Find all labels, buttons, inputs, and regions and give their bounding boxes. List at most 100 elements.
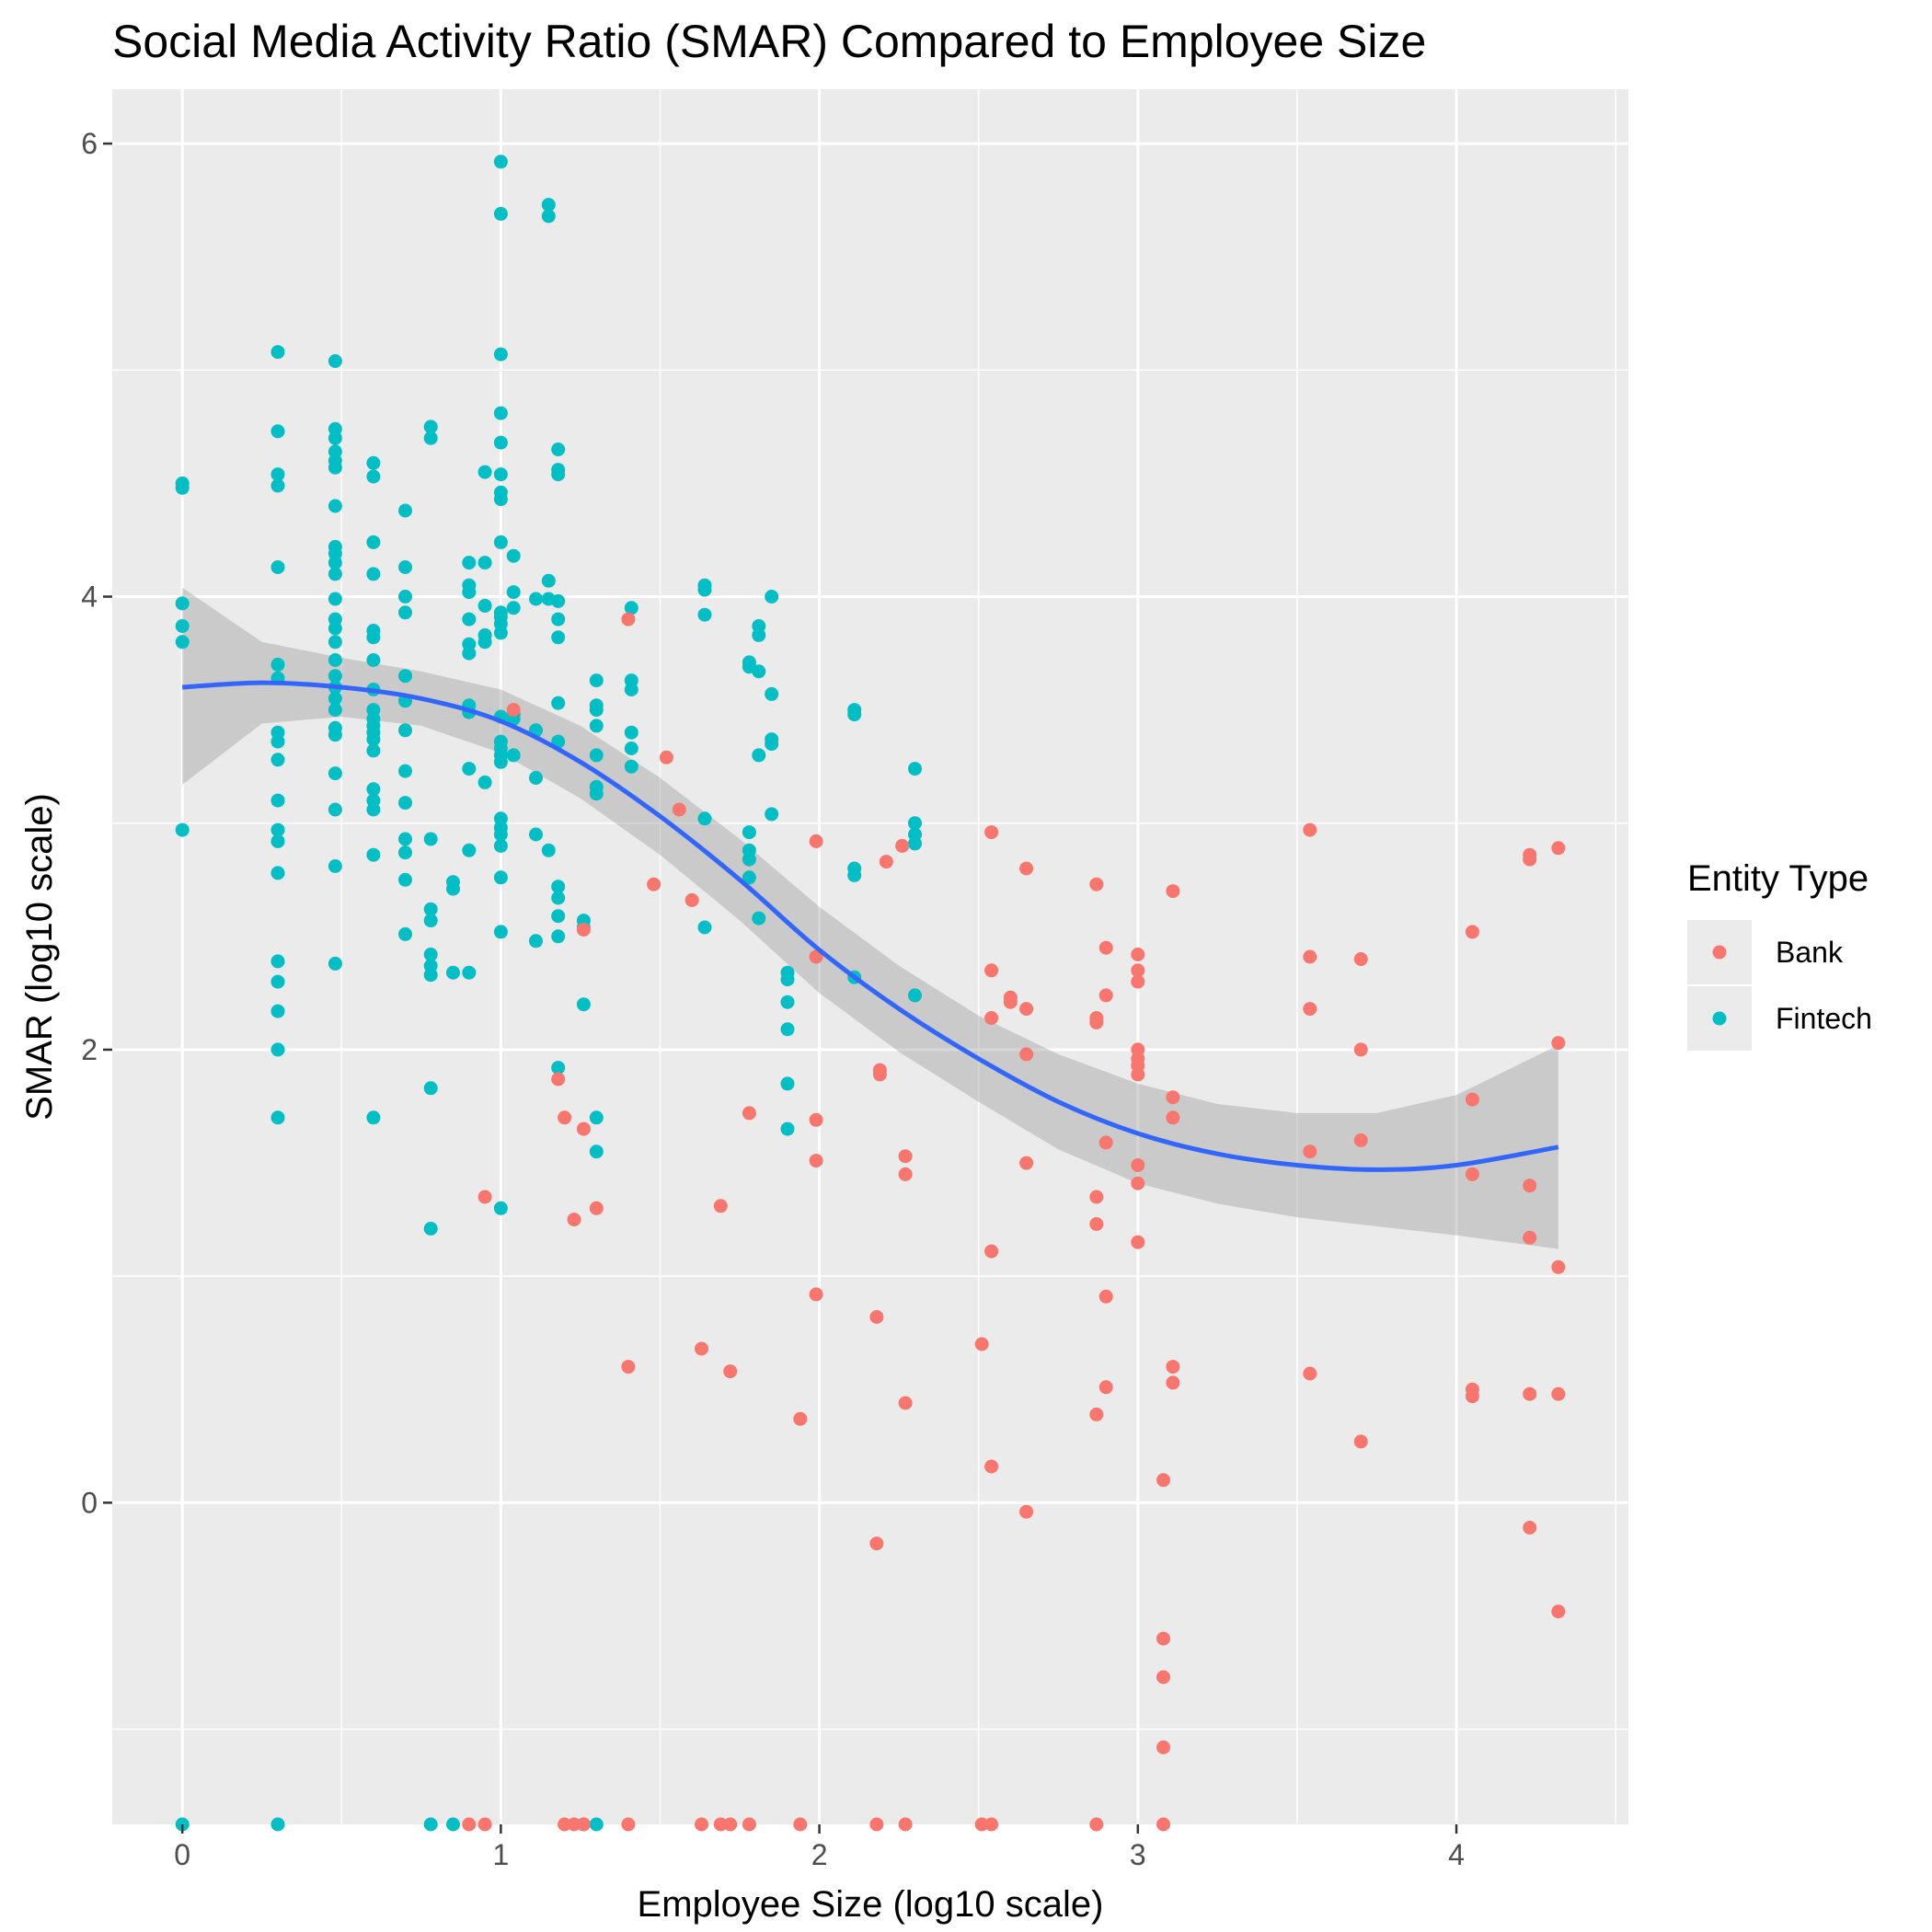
fintech-point: [175, 480, 190, 495]
fintech-point: [175, 635, 190, 650]
fintech-point: [270, 478, 285, 493]
bank-point: [879, 855, 893, 869]
fintech-point: [398, 560, 412, 574]
bank-point: [1089, 1190, 1104, 1204]
bank-point: [1551, 1259, 1566, 1274]
fintech-point: [366, 1110, 381, 1125]
bank-point: [621, 1817, 636, 1832]
fintech-point: [589, 703, 604, 718]
bank-point: [1098, 940, 1113, 955]
y-axis: 0 2 4 6: [81, 127, 112, 1519]
bank-point: [695, 1817, 708, 1832]
bank-point: [558, 1110, 572, 1125]
fintech-point: [175, 596, 190, 611]
bank-point: [477, 1190, 492, 1204]
smooth-trend-line: [182, 680, 1559, 1172]
bank-point: [1465, 1167, 1479, 1181]
bank-point: [984, 963, 999, 978]
bank-point: [1131, 963, 1145, 978]
legend-swatch-bank: [1712, 945, 1727, 960]
bank-point: [1303, 822, 1317, 837]
bank-point: [723, 1817, 738, 1832]
bank-point: [1156, 1631, 1170, 1646]
bank-point: [1089, 877, 1104, 891]
bank-point: [742, 1817, 756, 1832]
fintech-point: [551, 929, 566, 944]
bank-point: [809, 1287, 823, 1302]
bank-point: [1019, 1504, 1034, 1519]
fintech-point: [742, 825, 756, 840]
fintech-point: [328, 691, 342, 706]
fintech-point: [506, 748, 521, 763]
bank-point: [589, 1201, 604, 1215]
bank-point: [713, 1199, 728, 1213]
bank-point: [1019, 861, 1034, 876]
fintech-point: [589, 1817, 604, 1832]
fintech-point: [551, 593, 566, 608]
bank-point: [1303, 1366, 1317, 1381]
fintech-point: [551, 696, 566, 710]
fintech-point: [506, 585, 521, 600]
bank-point: [1353, 1042, 1368, 1057]
bank-point: [984, 1459, 999, 1474]
fintech-point: [328, 669, 342, 684]
fintech-point: [493, 925, 508, 939]
fintech-point: [477, 775, 492, 789]
points-layer: [175, 155, 1566, 1832]
fintech-point: [270, 1110, 285, 1125]
x-axis: 0 1 2 3 4: [174, 1824, 1465, 1871]
fintech-point: [328, 499, 342, 513]
fintech-point: [462, 556, 477, 570]
bank-point: [869, 1817, 884, 1832]
fintech-point: [752, 627, 766, 642]
bank-point: [713, 1817, 728, 1832]
bank-point: [723, 1364, 738, 1379]
fintech-point: [270, 424, 285, 439]
bank-point: [898, 1817, 913, 1832]
bank-point: [576, 1121, 591, 1136]
fintech-point: [328, 635, 342, 650]
fintech-point: [398, 832, 412, 846]
fintech-point: [765, 590, 779, 604]
fintech-point: [529, 827, 543, 842]
fintech-point: [477, 465, 492, 479]
fintech-point: [328, 802, 342, 817]
fintech-point: [780, 972, 795, 987]
grid-minor: [112, 89, 1628, 1824]
fintech-point: [366, 469, 381, 484]
bank-point: [1131, 974, 1145, 989]
fintech-point: [908, 762, 922, 776]
bank-point: [898, 1167, 913, 1181]
legend: Entity Type Bank Fintech: [1687, 858, 1872, 1051]
fintech-point: [366, 567, 381, 581]
fintech-point: [780, 1076, 795, 1091]
plot-panel: [112, 89, 1628, 1824]
bank-point: [809, 1154, 823, 1168]
bank-point: [1353, 1133, 1368, 1147]
bank-point: [1098, 1289, 1113, 1304]
bank-point: [809, 834, 823, 848]
confidence-band: [182, 587, 1558, 1249]
fintech-point: [175, 822, 190, 837]
fintech-point: [423, 902, 438, 916]
fintech-point: [328, 621, 342, 636]
fintech-point: [366, 743, 381, 758]
fintech-point: [752, 911, 766, 926]
fintech-point: [589, 1144, 604, 1159]
bank-point: [1523, 1521, 1537, 1535]
fintech-point: [366, 535, 381, 549]
bank-point: [809, 1112, 823, 1127]
fintech-point: [551, 612, 566, 627]
bank-point: [1166, 1090, 1180, 1105]
fintech-point: [551, 630, 566, 645]
fintech-point: [551, 891, 566, 905]
fintech-point: [398, 669, 412, 684]
fintech-point: [328, 592, 342, 606]
fintech-point: [270, 834, 285, 848]
bank-point: [793, 1411, 808, 1426]
fintech-point: [847, 707, 862, 722]
fintech-point: [624, 683, 638, 696]
x-tick-label: 1: [492, 1838, 509, 1871]
fintech-point: [270, 822, 285, 837]
bank-point: [1303, 1144, 1317, 1159]
